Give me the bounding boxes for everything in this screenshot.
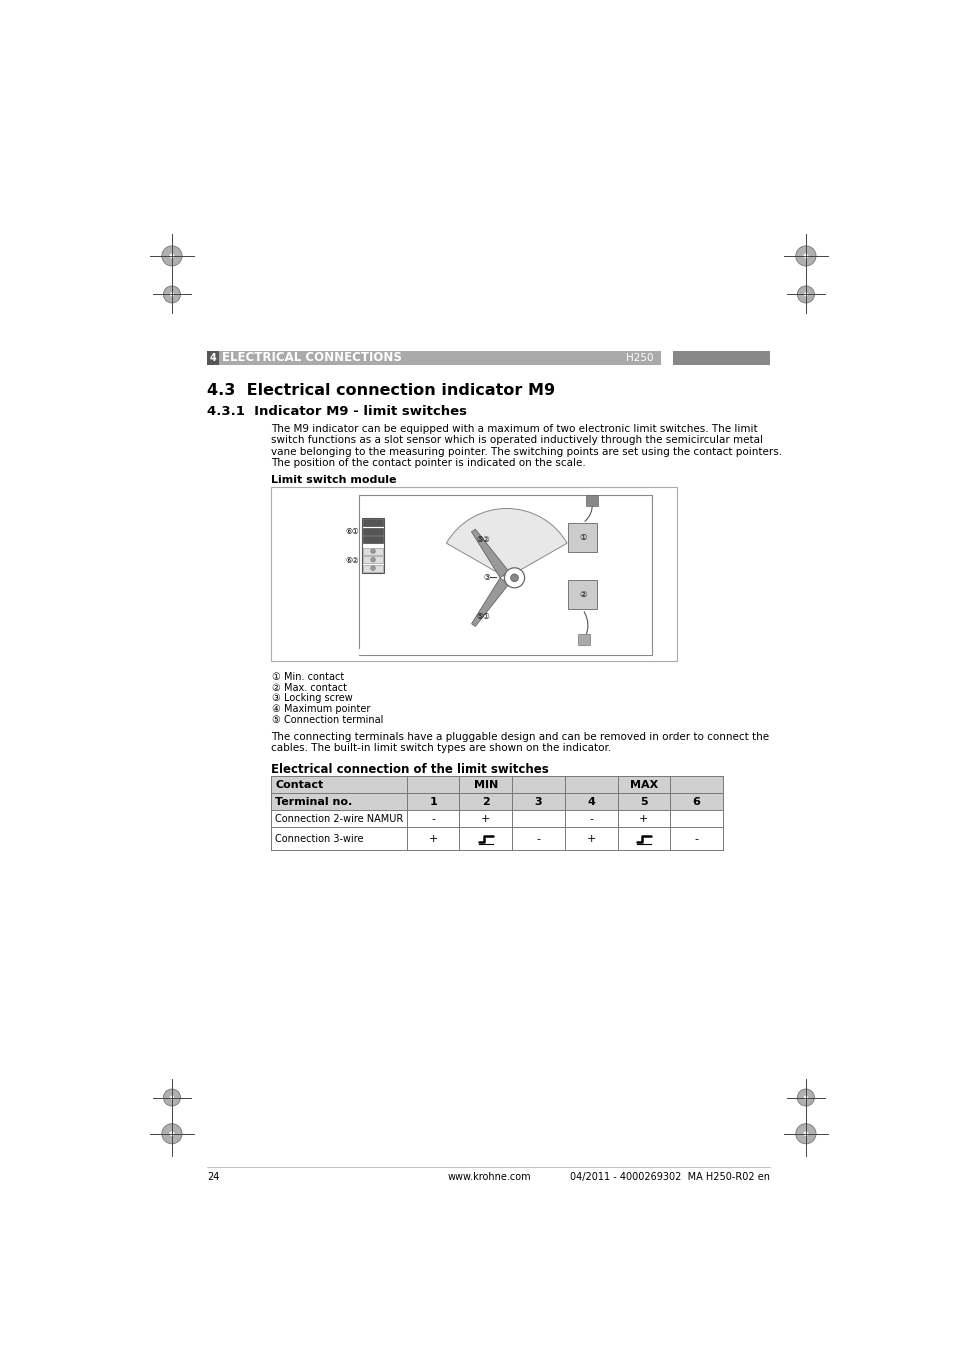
Bar	[361, 518, 384, 574]
Circle shape	[510, 574, 517, 582]
Bar	[359, 648, 369, 655]
Circle shape	[162, 246, 182, 266]
Circle shape	[795, 1123, 815, 1143]
Text: -: -	[536, 834, 540, 844]
Polygon shape	[471, 578, 509, 626]
Wedge shape	[446, 509, 567, 578]
Circle shape	[170, 1095, 173, 1100]
Bar	[363, 556, 382, 563]
Bar	[642, 648, 652, 655]
Text: 4: 4	[210, 352, 216, 363]
Circle shape	[802, 1131, 807, 1137]
Text: Terminal no.: Terminal no.	[274, 796, 352, 807]
Text: -: -	[694, 834, 698, 844]
Text: ②: ②	[578, 590, 586, 599]
Text: ⑥①: ⑥①	[345, 528, 359, 536]
Text: Contact: Contact	[274, 780, 323, 790]
Text: ③—: ③—	[482, 574, 497, 582]
Text: ④: ④	[271, 705, 279, 714]
Text: +: +	[480, 814, 490, 824]
Text: switch functions as a slot sensor which is operated inductively through the semi: switch functions as a slot sensor which …	[271, 435, 762, 446]
Circle shape	[162, 1123, 182, 1143]
Text: H250: H250	[626, 352, 654, 363]
Text: Locking screw: Locking screw	[283, 694, 352, 703]
Circle shape	[371, 558, 375, 562]
Bar	[271, 776, 722, 794]
Text: www.krohne.com: www.krohne.com	[447, 1172, 530, 1181]
Bar	[219, 351, 660, 364]
Text: 24: 24	[207, 1172, 219, 1181]
Bar	[363, 536, 382, 543]
Bar	[567, 580, 597, 609]
Circle shape	[797, 286, 814, 302]
Text: cables. The built-in limit switch types are shown on the indicator.: cables. The built-in limit switch types …	[271, 744, 611, 753]
Text: Connection terminal: Connection terminal	[283, 716, 382, 725]
Bar	[578, 634, 590, 645]
Circle shape	[504, 568, 524, 587]
Text: +: +	[639, 814, 648, 824]
Bar	[673, 351, 769, 364]
Text: ⑥②: ⑥②	[345, 556, 359, 566]
Text: Min. contact: Min. contact	[283, 672, 343, 682]
Circle shape	[170, 293, 173, 297]
Text: ⑤: ⑤	[271, 716, 279, 725]
Text: ②: ②	[271, 683, 279, 693]
Text: Limit switch module: Limit switch module	[271, 475, 396, 485]
Text: 4.3.1  Indicator M9 - limit switches: 4.3.1 Indicator M9 - limit switches	[207, 405, 466, 417]
Text: Connection 3-wire: Connection 3-wire	[274, 834, 363, 844]
Bar	[359, 494, 652, 655]
Text: ⑤②: ⑤②	[476, 535, 490, 544]
Text: -: -	[589, 814, 593, 824]
Bar	[271, 794, 722, 810]
Bar	[567, 524, 597, 552]
Text: The connecting terminals have a pluggable design and can be removed in order to : The connecting terminals have a pluggabl…	[271, 732, 768, 741]
Text: ③: ③	[271, 694, 279, 703]
Bar	[363, 564, 382, 571]
Text: MIN: MIN	[474, 780, 497, 790]
Text: +: +	[586, 834, 596, 844]
Circle shape	[371, 549, 375, 553]
Bar	[585, 495, 598, 506]
Text: Connection 2-wire NAMUR: Connection 2-wire NAMUR	[274, 814, 403, 824]
Text: ⑤①: ⑤①	[476, 612, 490, 621]
Text: Electrical connection of the limit switches: Electrical connection of the limit switc…	[271, 763, 548, 776]
Text: Max. contact: Max. contact	[283, 683, 346, 693]
Circle shape	[170, 1131, 174, 1137]
Bar	[363, 520, 382, 526]
Circle shape	[170, 254, 174, 258]
Circle shape	[371, 566, 375, 571]
Bar	[363, 528, 382, 535]
Text: ELECTRICAL CONNECTIONS: ELECTRICAL CONNECTIONS	[221, 351, 401, 364]
Text: 1: 1	[429, 796, 436, 807]
Text: 04/2011 - 4000269302  MA H250-R02 en: 04/2011 - 4000269302 MA H250-R02 en	[570, 1172, 769, 1181]
Text: The M9 indicator can be equipped with a maximum of two electronic limit switches: The M9 indicator can be equipped with a …	[271, 424, 757, 433]
Text: 4.3  Electrical connection indicator M9: 4.3 Electrical connection indicator M9	[207, 383, 555, 398]
Text: 4: 4	[587, 796, 595, 807]
Text: ①: ①	[578, 533, 586, 543]
Text: -: -	[431, 814, 435, 824]
Circle shape	[163, 1089, 180, 1106]
Text: ①: ①	[271, 672, 279, 682]
Polygon shape	[471, 529, 509, 578]
Text: Maximum pointer: Maximum pointer	[283, 705, 370, 714]
Text: 2: 2	[481, 796, 489, 807]
Circle shape	[802, 254, 807, 258]
Bar	[363, 548, 382, 555]
Circle shape	[795, 246, 815, 266]
Circle shape	[797, 1089, 814, 1106]
Text: MAX: MAX	[629, 780, 658, 790]
Bar	[271, 487, 677, 662]
Circle shape	[803, 293, 807, 297]
Circle shape	[163, 286, 180, 302]
Text: 6: 6	[692, 796, 700, 807]
Bar	[207, 351, 219, 364]
Text: vane belonging to the measuring pointer. The switching points are set using the : vane belonging to the measuring pointer.…	[271, 447, 781, 456]
Text: +: +	[428, 834, 437, 844]
Text: 5: 5	[639, 796, 647, 807]
Circle shape	[803, 1095, 807, 1100]
Text: 3: 3	[534, 796, 541, 807]
Text: The position of the contact pointer is indicated on the scale.: The position of the contact pointer is i…	[271, 459, 585, 468]
